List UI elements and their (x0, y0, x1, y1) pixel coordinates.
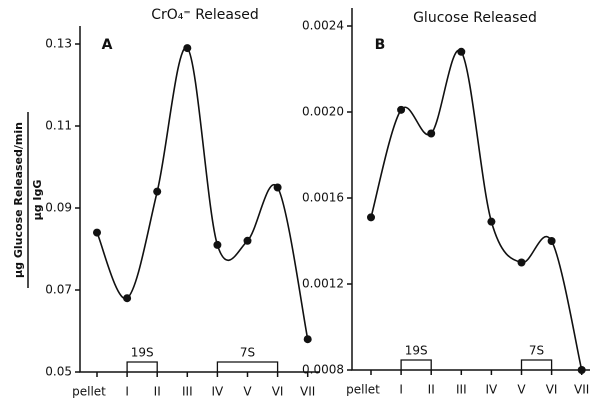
point (577, 366, 586, 374)
bracket (400, 359, 432, 370)
x-tick-label: IV (486, 383, 499, 397)
x-tick-label: pellet (72, 385, 106, 399)
x-tick-label: VII (574, 383, 589, 397)
x-tick-label: V (517, 383, 526, 397)
point (153, 187, 162, 196)
axes (79, 26, 320, 373)
y-label-denominator: μg IgG (31, 180, 44, 221)
y-tick-label: 0.11 (45, 119, 72, 133)
bracket (216, 361, 279, 372)
x-tick-label: pellet (346, 383, 380, 397)
x-tick-label: II (154, 385, 161, 399)
annotation: 7S (240, 346, 255, 360)
x-tick-label: II (428, 383, 435, 397)
point (517, 258, 526, 267)
y-tick-label: 0.0020 (302, 105, 344, 119)
bracket (520, 359, 553, 370)
point (183, 44, 192, 53)
point (93, 228, 101, 237)
point (457, 47, 466, 56)
y-tick-label: 0.13 (45, 37, 72, 51)
y-tick-label: 0.09 (45, 201, 72, 215)
x-tick-label: VII (300, 385, 315, 399)
x-tick-label: I (399, 383, 403, 397)
point (397, 105, 406, 114)
x-tick-label: VI (272, 385, 284, 399)
y-label-numerator: μg Glucose Released/min (12, 122, 25, 278)
x-tick-label: III (182, 385, 193, 399)
point (273, 183, 282, 192)
y-tick-label: 0.07 (45, 283, 72, 297)
x-tick-label: I (125, 385, 129, 399)
point (303, 335, 312, 344)
point (243, 236, 252, 245)
chart-title: CrO₄⁼ Released (151, 7, 259, 23)
point (547, 237, 556, 245)
point (427, 129, 436, 138)
x-tick-label: III (456, 383, 467, 397)
y-axis-label: μg Glucose Released/min μg IgG (12, 112, 44, 288)
panel-label: A (102, 37, 113, 53)
annotation: 19S (131, 346, 154, 360)
x-tick-label: V (243, 385, 252, 399)
y-tick-label: 0.0012 (302, 277, 344, 291)
curve (370, 49, 583, 371)
y-tick-label: 0.0016 (302, 191, 344, 205)
bracket (126, 361, 158, 372)
x-tick-label: VI (546, 383, 558, 397)
point (213, 240, 222, 249)
y-tick-label: 0.0024 (302, 19, 344, 33)
axes (351, 8, 590, 371)
panel-label: B (375, 37, 386, 53)
chart-title: Glucose Released (413, 10, 537, 26)
annotation: 7S (529, 344, 544, 358)
annotation: 19S (405, 344, 428, 358)
point (487, 217, 496, 226)
y-tick-label: 0.05 (45, 365, 72, 379)
point (367, 213, 375, 222)
x-tick-label: IV (212, 385, 225, 399)
point (123, 294, 132, 303)
y-tick-label: 0.0008 (302, 363, 344, 377)
